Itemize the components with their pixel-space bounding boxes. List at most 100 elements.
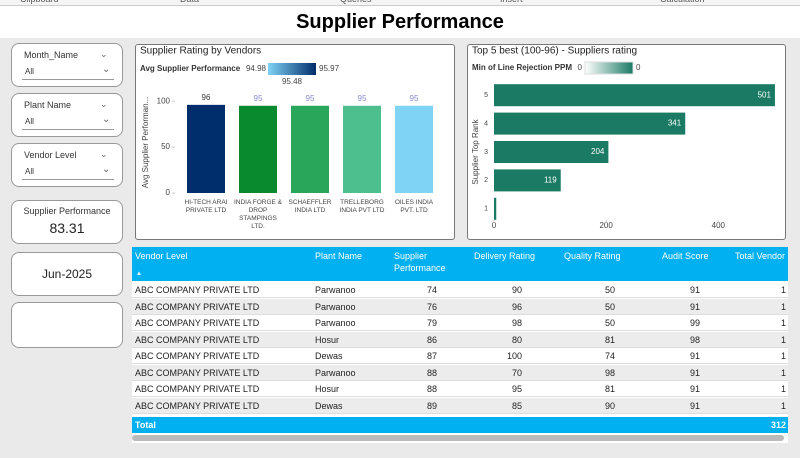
table-cell: 50 xyxy=(604,285,615,295)
table-cell: 1 xyxy=(780,351,786,361)
y-tick-label: 0 xyxy=(166,188,171,197)
table-cell: 98 xyxy=(604,367,615,378)
table-cell: 98 xyxy=(511,318,522,328)
table-cell: 88 xyxy=(426,367,437,378)
empty-card xyxy=(11,302,123,348)
table-cell: 50 xyxy=(604,301,615,312)
table-cell: 74 xyxy=(426,285,437,295)
table-cell: 91 xyxy=(689,285,700,295)
table-row: ABC COMPANY PRIVATE LTD Parwanoo 79 98 50 99 1 xyxy=(132,315,788,331)
data-label: 95 xyxy=(358,94,367,103)
table-cell: ABC COMPANY PRIVATE LTD xyxy=(135,384,260,394)
dropdown[interactable]: All ⌄ xyxy=(22,114,114,130)
table-cell: Hosur xyxy=(315,384,340,394)
table-cell: 70 xyxy=(511,367,522,378)
y-tick-label: 3 xyxy=(484,149,488,156)
table-cell: 91 xyxy=(689,351,700,361)
dropdown[interactable]: All ⌄ xyxy=(22,164,114,180)
table-row: ABC COMPANY PRIVATE LTD Hosur 88 95 81 91 1 xyxy=(132,381,788,397)
table-cell: 91 xyxy=(689,400,700,411)
column-header[interactable]: Plant Name xyxy=(315,251,363,261)
table-cell: 1 xyxy=(780,318,786,328)
legend-max: 0 xyxy=(636,63,641,72)
table-cell: 76 xyxy=(426,301,437,312)
table-cell: ABC COMPANY PRIVATE LTD xyxy=(135,285,260,295)
column-header[interactable]: Quality Rating xyxy=(564,251,621,261)
table-header xyxy=(132,247,788,281)
data-label: 95 xyxy=(410,94,419,103)
date-value: Jun-2025 xyxy=(41,267,93,281)
legend-min: 94.98 xyxy=(246,64,267,73)
legend-title: Avg Supplier Performance xyxy=(140,64,241,73)
table-cell: 81 xyxy=(604,334,615,345)
table-cell: ABC COMPANY PRIVATE LTD xyxy=(135,301,260,312)
table-cell: 95 xyxy=(511,384,522,394)
dropdown-value: All xyxy=(25,117,34,126)
dropdown[interactable]: All ⌄ xyxy=(22,64,114,80)
table-cell: 91 xyxy=(689,367,700,378)
data-label: 119 xyxy=(544,176,557,185)
table-cell: Dewas xyxy=(315,351,343,361)
total-row: Total 312 xyxy=(132,417,788,433)
ribbon-label: Clipboard xyxy=(20,0,59,4)
chevron: ⌄ xyxy=(102,164,111,175)
y-axis-label: Avg Supplier Performan... xyxy=(141,97,150,188)
sort-icon: ▲ xyxy=(136,271,142,277)
legend-max: 95.97 xyxy=(319,64,340,73)
table-cell: ABC COMPANY PRIVATE LTD xyxy=(135,351,260,361)
table-cell: Hosur xyxy=(315,334,340,345)
table-cell: 99 xyxy=(689,318,700,328)
x-tick-label: 0 xyxy=(492,221,497,230)
legend-title: Min of Line Rejection PPM xyxy=(472,63,572,72)
table-cell: Parwanoo xyxy=(315,318,356,328)
table-cell: 1 xyxy=(780,301,786,312)
bar xyxy=(494,197,497,220)
column-header[interactable]: Audit Score xyxy=(662,251,709,261)
data-label: 204 xyxy=(591,147,605,156)
table-cell: 87 xyxy=(426,351,437,361)
slicer-label: Month_Name xyxy=(24,50,79,60)
table-cell: 90 xyxy=(511,285,522,295)
table-row: ABC COMPANY PRIVATE LTD Dewas 89 85 90 91 1 xyxy=(132,397,788,414)
data-label: 341 xyxy=(668,119,682,128)
x-tick-label: HI-TECH ARAI PRIVATE LTD xyxy=(184,199,228,214)
y-tick-label: 50 xyxy=(161,142,170,151)
table-cell: 98 xyxy=(689,334,700,345)
ribbon-label: Insert xyxy=(500,0,523,4)
column-header[interactable]: Total Vendor xyxy=(735,251,786,261)
bar xyxy=(395,105,433,193)
slicer[interactable]: Vendor Level ⌄ All ⌄ xyxy=(11,143,123,187)
column-header[interactable]: Vendor Level xyxy=(135,251,188,261)
table-cell: 91 xyxy=(689,301,700,312)
x-tick-label: INDIA FORGE & DROP STAMPINGS LTD. xyxy=(233,199,283,230)
ribbon-label: Data xyxy=(180,0,199,4)
ribbon-label: Calculation xyxy=(660,0,705,4)
table-cell: 1 xyxy=(780,400,786,411)
scrollbar[interactable] xyxy=(132,435,784,441)
table-cell: 100 xyxy=(506,351,522,361)
table-cell: 79 xyxy=(426,318,437,328)
table-row: ABC COMPANY PRIVATE LTD Hosur 86 80 81 98 1 xyxy=(132,331,788,348)
slicer-label: Vendor Level xyxy=(24,150,77,160)
slicer[interactable]: Month_Name ⌄ All ⌄ xyxy=(11,43,123,87)
slicer[interactable]: Plant Name ⌄ All ⌄ xyxy=(11,93,123,137)
table-cell: 1 xyxy=(780,384,786,394)
column-header[interactable]: Delivery Rating xyxy=(474,251,536,261)
dropdown-value: All xyxy=(25,67,34,76)
legend-gradient xyxy=(268,63,316,75)
table-cell: ABC COMPANY PRIVATE LTD xyxy=(135,334,260,345)
x-tick-label: OILES INDIA PVT. LTD xyxy=(394,199,434,214)
table-cell: 86 xyxy=(426,334,437,345)
data-label: 95 xyxy=(306,94,315,103)
table-cell: 89 xyxy=(426,400,437,411)
chevron: ⌄ xyxy=(100,99,108,109)
bar xyxy=(343,105,381,193)
x-tick-label: SCHAEFFLER INDIA LTD xyxy=(288,199,332,214)
table-cell: 90 xyxy=(604,400,615,411)
column-header[interactable]: Supplier Performance xyxy=(394,251,446,273)
legend-gradient xyxy=(584,61,634,75)
table-cell: 81 xyxy=(604,384,615,394)
bar xyxy=(494,112,686,135)
